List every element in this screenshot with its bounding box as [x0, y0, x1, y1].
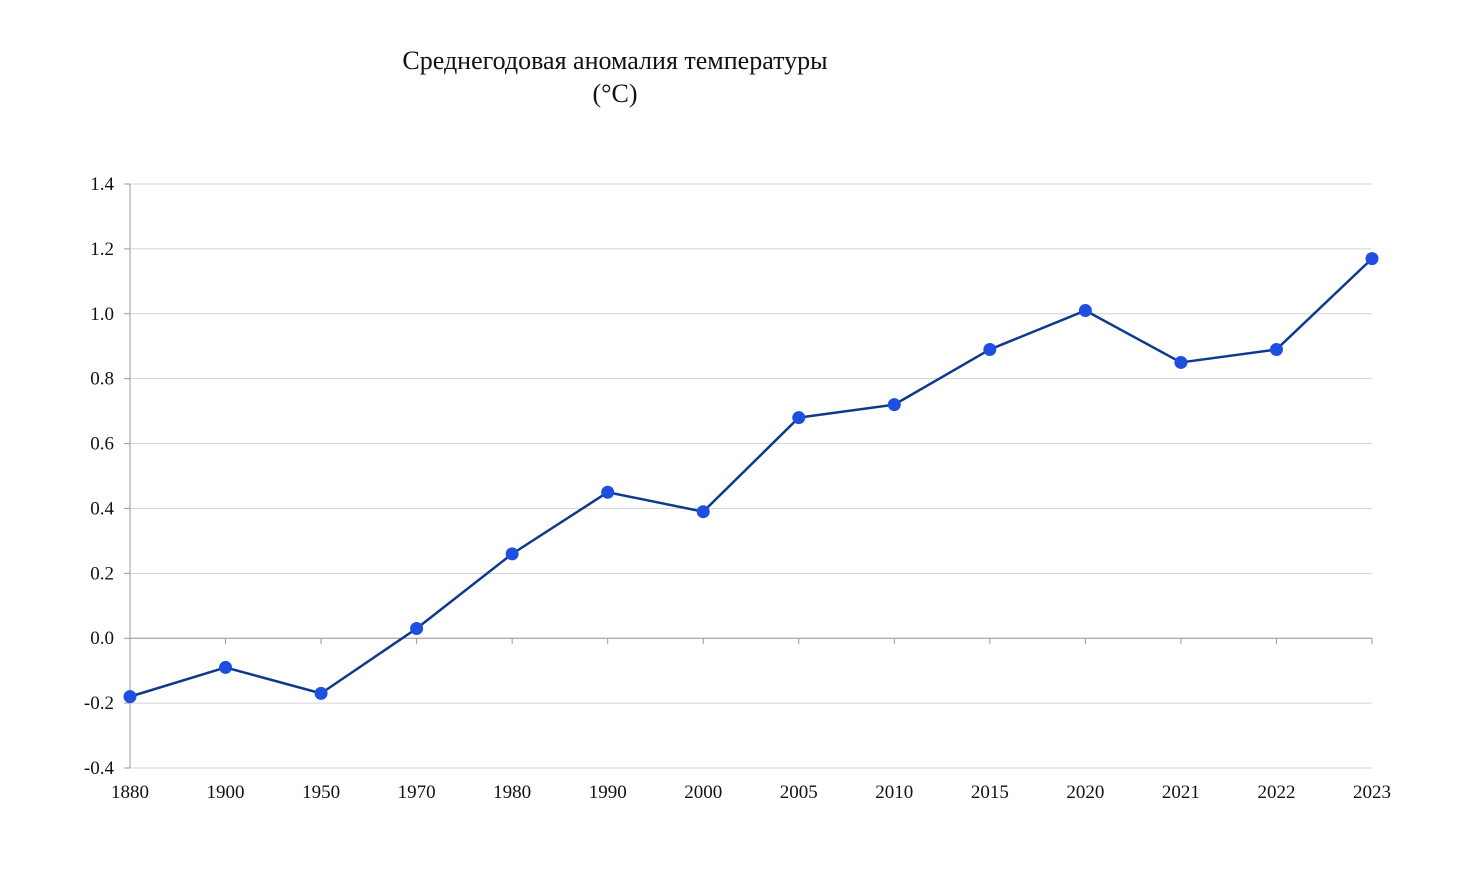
y-tick-label: 0.0 [90, 628, 114, 649]
x-tick-label: 2021 [1162, 782, 1200, 803]
data-point [219, 660, 233, 674]
y-tick-label: 0.4 [90, 498, 114, 519]
y-tick-label: 0.2 [90, 563, 114, 584]
data-point [601, 485, 615, 499]
x-tick-label: 2020 [1066, 782, 1104, 803]
series-layer [123, 252, 1379, 704]
series-line [129, 257, 1373, 698]
x-tick-label: 2010 [875, 782, 913, 803]
data-point [696, 505, 710, 519]
y-tick-label: -0.4 [84, 758, 115, 779]
x-tick-label: 1980 [493, 782, 531, 803]
data-point [314, 686, 328, 700]
x-tick-label: 2023 [1353, 782, 1391, 803]
data-point [1078, 304, 1092, 318]
y-tick-label: 0.6 [90, 434, 114, 455]
chart-title-line2: (°C) [592, 79, 638, 108]
y-tick-label: 1.0 [90, 304, 114, 325]
x-tick-label: 1950 [302, 782, 340, 803]
x-tick-label: 1880 [111, 782, 149, 803]
x-tick-label: 1900 [207, 782, 245, 803]
x-tick-labels: 1880 1900 1950 1970 1980 1990 2000 2005 2010 2015… [111, 782, 1391, 803]
data-point [983, 342, 997, 356]
y-tick-label: 1.4 [90, 174, 114, 195]
axes [124, 183, 1373, 769]
x-tick-label: 1970 [398, 782, 436, 803]
data-point [887, 398, 901, 412]
data-point [1269, 342, 1283, 356]
x-tick-label: 2000 [684, 782, 722, 803]
data-point [505, 547, 519, 561]
chart-title-line1: Среднегодовая аномалия температуры [402, 46, 828, 75]
y-tick-labels: -0.4 -0.2 0.0 0.2 0.4 0.6 0.8 1.0 1.2 1.4 [84, 174, 115, 779]
data-point [1365, 252, 1379, 266]
x-tick-label: 2022 [1257, 782, 1295, 803]
y-tick-label: 0.8 [90, 369, 114, 390]
data-point [1174, 355, 1188, 369]
x-tick-label: 1990 [589, 782, 627, 803]
y-tick-label: 1.2 [90, 239, 114, 260]
x-tick-label: 2005 [780, 782, 818, 803]
gridlines [130, 183, 1372, 769]
data-point [792, 411, 806, 425]
y-tick-label: -0.2 [84, 693, 114, 714]
data-point [410, 621, 424, 635]
x-tick-label: 2015 [971, 782, 1009, 803]
data-point [123, 690, 137, 704]
chart-title: Среднегодовая аномалия температуры (°C) [340, 44, 890, 110]
